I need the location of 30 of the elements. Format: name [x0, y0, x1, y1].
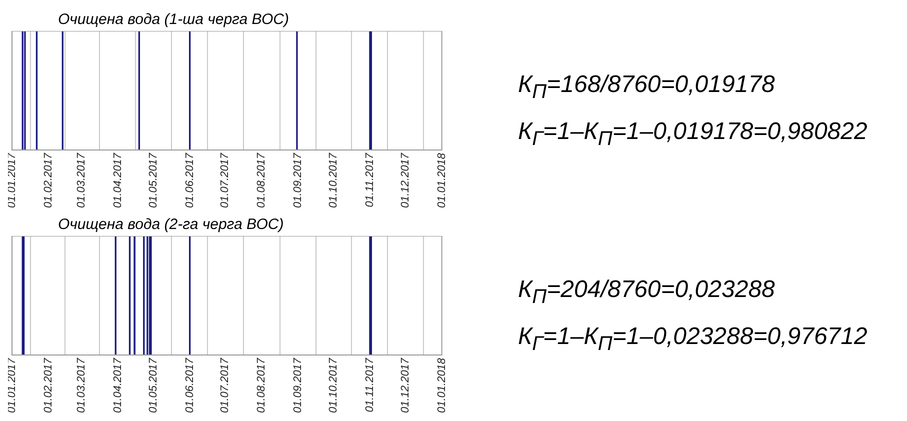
- text: К$_{П}$=204/8760=0,023288: [518, 276, 776, 308]
- text: К$_{Г}$=1–К$_{П}$=1–0,019178=0,980822: [518, 118, 868, 150]
- x-tick-label: 01.06.2017: [184, 152, 196, 208]
- chart-title: Очищена вода (2-га черга ВОС): [58, 216, 285, 234]
- x-tick-label: 01.01.2018: [436, 152, 448, 208]
- x-tick-label: 01.11.2017: [364, 152, 376, 207]
- x-tick-label: 01.03.2017: [76, 152, 88, 208]
- text: К$_{Г}$=1–К$_{П}$=1–0,023288=0,976712: [518, 322, 868, 356]
- x-tick-label: 01.11.2017: [364, 356, 376, 412]
- x-tick-label: 01.02.2017: [42, 356, 55, 413]
- x-tick-label: 01.08.2017: [256, 152, 268, 208]
- x-tick-label: 01.01.2018: [436, 356, 448, 413]
- x-tick-label: 01.02.2017: [42, 152, 55, 208]
- x-tick-label: 01.09.2017: [292, 152, 304, 208]
- x-tick-label: 01.05.2017: [147, 356, 160, 413]
- x-tick-label: 01.12.2017: [399, 356, 412, 413]
- text: К$_{П}$=168/8760=0,019178: [518, 70, 776, 104]
- x-tick-label: 01.12.2017: [399, 152, 412, 208]
- x-tick-label: 01.10.2017: [328, 152, 340, 208]
- x-tick-label: 01.03.2017: [76, 356, 88, 413]
- x-tick-label: 01.04.2017: [112, 356, 124, 413]
- x-tick-label: 01.08.2017: [256, 356, 268, 413]
- chart-title: Очищена вода (1-ша черга ВОС): [58, 10, 290, 30]
- x-tick-label: 01.07.2017: [219, 152, 232, 208]
- x-tick-label: 01.07.2017: [219, 356, 232, 413]
- x-tick-label: 01.09.2017: [292, 356, 304, 413]
- x-tick-label: 01.06.2017: [184, 356, 196, 413]
- x-tick-label: 01.10.2017: [328, 356, 340, 413]
- x-tick-label: 01.04.2017: [112, 152, 124, 208]
- x-tick-label: 01.05.2017: [147, 152, 160, 208]
